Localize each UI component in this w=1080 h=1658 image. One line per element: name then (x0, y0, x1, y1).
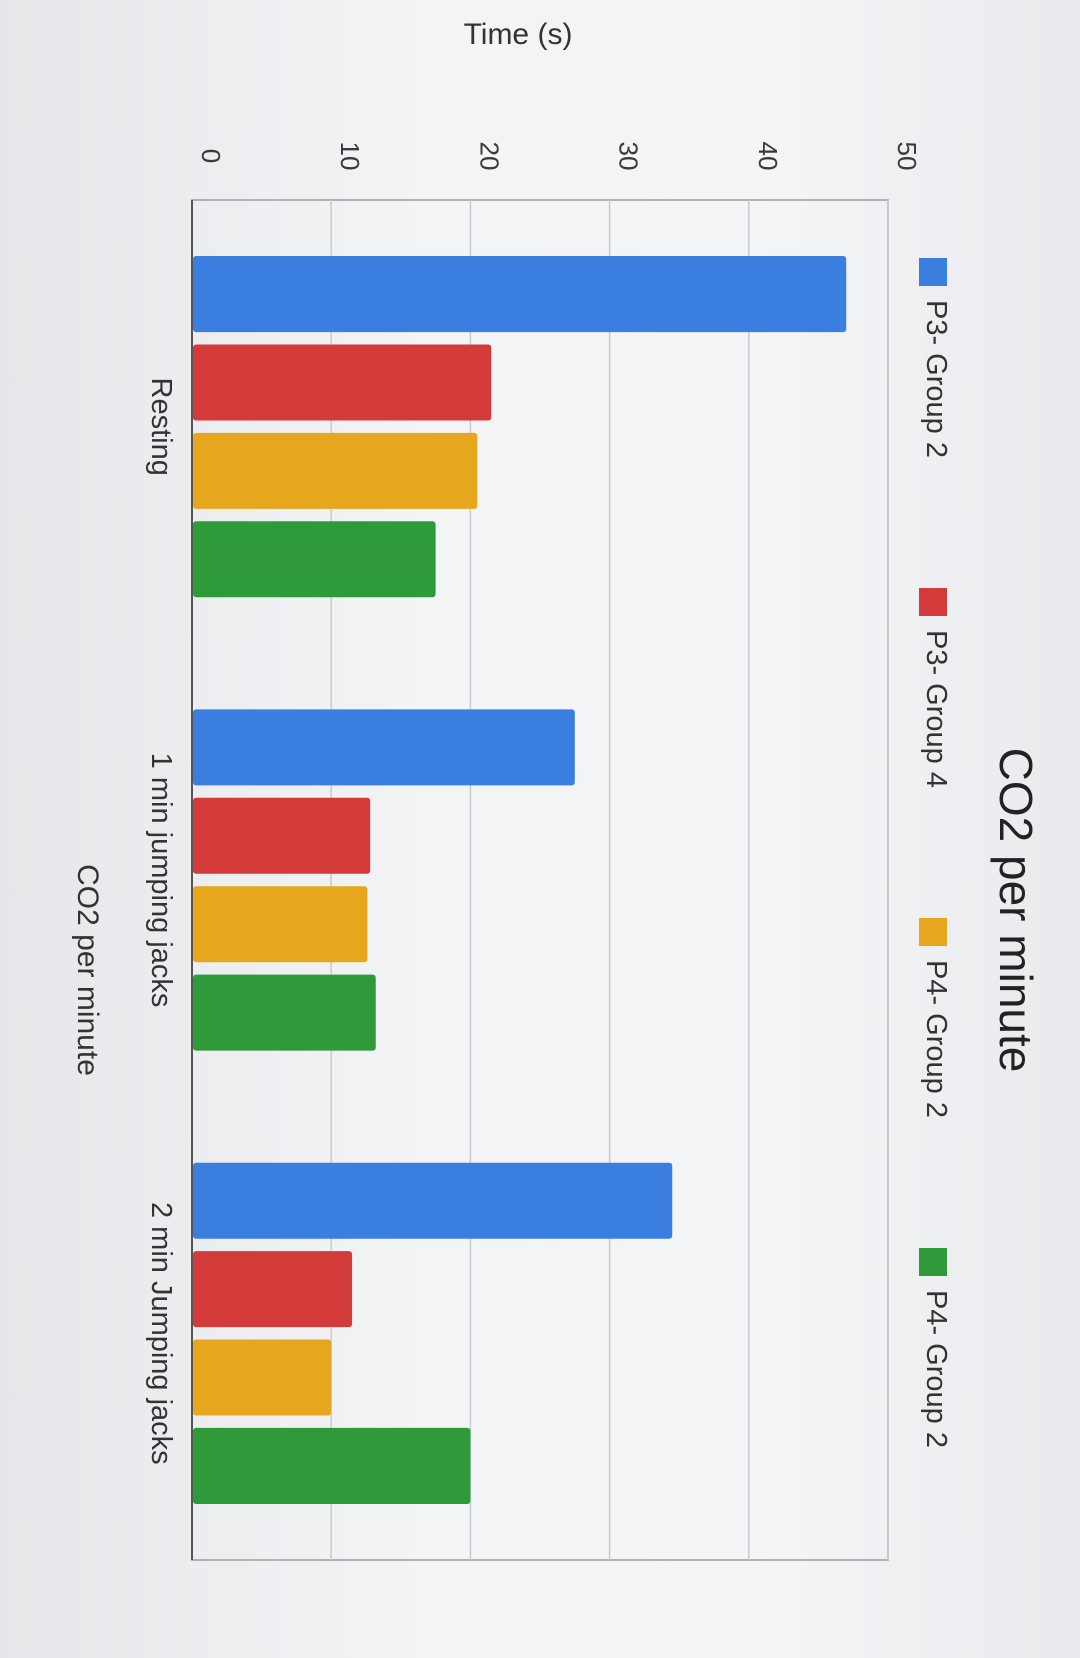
legend-swatch (919, 1248, 947, 1276)
bar (193, 256, 847, 333)
x-category-label: 1 min jumping jacks (145, 753, 177, 1008)
legend-label: P4- Group 2 (920, 1290, 952, 1448)
legend-swatch (919, 918, 947, 946)
bar (193, 886, 368, 963)
y-tick-label: 40 (753, 142, 783, 171)
legend-swatch (919, 588, 947, 616)
x-axis-title: CO2 per minute (71, 864, 104, 1076)
y-tick-label: 30 (614, 142, 644, 171)
legend-label: P3- Group 4 (920, 630, 952, 788)
x-category-label: Resting (145, 378, 177, 476)
legend-swatch (919, 258, 947, 286)
bar (193, 344, 492, 421)
plot-area: 0 10 20 30 40 50 Resting 1 min jumping jacks 2 m… (145, 142, 922, 1561)
y-tick-label: 50 (892, 142, 922, 171)
bar (193, 1251, 353, 1328)
y-axis-title: Time (s) (464, 18, 573, 51)
y-tick-label: 10 (335, 142, 365, 171)
legend: P3- Group 2 P3- Group 4 P4- Group 2 P4- Gro… (919, 258, 952, 1448)
bar (193, 1162, 673, 1239)
bar (193, 432, 478, 509)
y-tick-label: 0 (196, 149, 226, 163)
legend-label: P4- Group 2 (920, 960, 952, 1118)
bar (193, 797, 371, 874)
y-tick-label: 20 (474, 142, 504, 171)
bar (193, 1339, 332, 1416)
x-category-label: 2 min Jumping jacks (145, 1202, 177, 1465)
legend-label: P3- Group 2 (920, 300, 952, 458)
bar (193, 1427, 471, 1504)
bar (193, 974, 376, 1051)
bar (193, 709, 575, 786)
bar (193, 521, 436, 598)
chart-title: CO2 per minute (990, 748, 1042, 1073)
